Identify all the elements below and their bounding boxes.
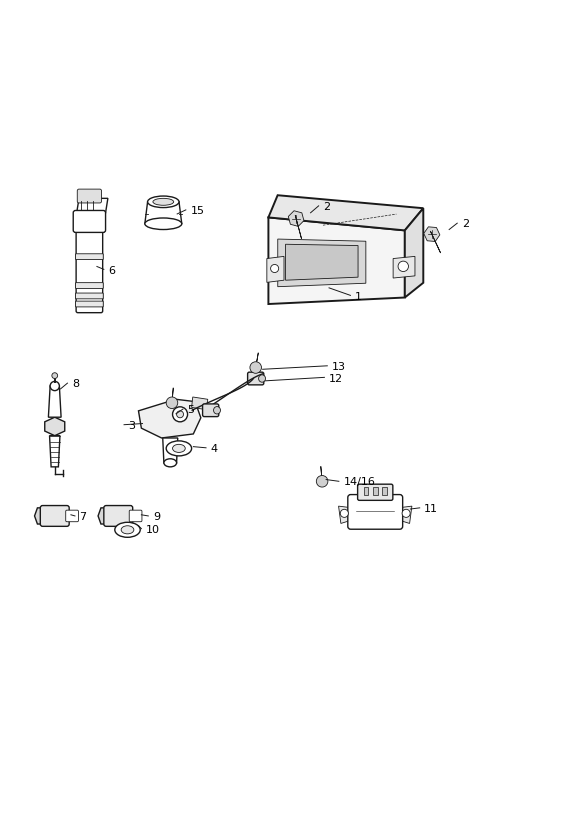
Polygon shape: [192, 397, 208, 410]
Polygon shape: [98, 508, 106, 524]
Text: 4: 4: [210, 444, 218, 454]
Bar: [364, 487, 368, 495]
FancyBboxPatch shape: [348, 494, 403, 529]
FancyBboxPatch shape: [129, 510, 142, 522]
FancyBboxPatch shape: [66, 510, 79, 522]
Polygon shape: [401, 506, 412, 523]
FancyBboxPatch shape: [76, 226, 103, 312]
Text: 7: 7: [79, 512, 87, 522]
Polygon shape: [255, 353, 258, 370]
Polygon shape: [48, 386, 61, 417]
FancyBboxPatch shape: [76, 293, 103, 299]
Text: 5: 5: [188, 405, 195, 415]
Polygon shape: [34, 508, 43, 524]
Text: 6: 6: [108, 265, 115, 275]
Polygon shape: [278, 239, 366, 287]
Polygon shape: [163, 438, 178, 463]
FancyBboxPatch shape: [40, 506, 69, 527]
Ellipse shape: [153, 199, 174, 205]
FancyBboxPatch shape: [357, 485, 393, 500]
Polygon shape: [430, 231, 441, 253]
Text: 10: 10: [146, 525, 160, 535]
Text: 11: 11: [424, 504, 438, 514]
Polygon shape: [321, 466, 322, 484]
Polygon shape: [339, 506, 350, 523]
Polygon shape: [145, 202, 182, 224]
Polygon shape: [267, 256, 284, 283]
Polygon shape: [286, 244, 358, 280]
Polygon shape: [393, 256, 415, 278]
Circle shape: [317, 475, 328, 487]
Circle shape: [50, 382, 59, 391]
Bar: [373, 487, 378, 495]
FancyBboxPatch shape: [76, 301, 103, 307]
Ellipse shape: [213, 406, 220, 414]
FancyBboxPatch shape: [202, 404, 219, 417]
Text: 9: 9: [153, 512, 160, 522]
Circle shape: [398, 261, 409, 272]
FancyBboxPatch shape: [104, 506, 133, 527]
Circle shape: [340, 509, 349, 517]
Text: 14/16: 14/16: [343, 477, 375, 488]
Polygon shape: [295, 215, 301, 239]
Circle shape: [166, 397, 178, 409]
Circle shape: [250, 362, 261, 373]
Polygon shape: [268, 195, 423, 231]
Text: 2: 2: [323, 202, 331, 212]
Polygon shape: [77, 199, 108, 213]
FancyBboxPatch shape: [78, 189, 101, 203]
Ellipse shape: [166, 441, 192, 456]
Text: 2: 2: [462, 219, 469, 229]
Polygon shape: [50, 436, 60, 467]
Polygon shape: [405, 208, 423, 297]
Text: 15: 15: [191, 206, 205, 216]
Polygon shape: [289, 211, 304, 227]
Polygon shape: [45, 417, 65, 436]
Polygon shape: [172, 388, 173, 405]
Polygon shape: [268, 218, 405, 304]
Ellipse shape: [259, 375, 265, 382]
FancyBboxPatch shape: [248, 372, 264, 385]
Bar: [382, 487, 387, 495]
Polygon shape: [424, 227, 440, 241]
Ellipse shape: [121, 526, 134, 534]
Ellipse shape: [164, 459, 177, 467]
Circle shape: [173, 407, 188, 422]
Ellipse shape: [115, 522, 140, 537]
Ellipse shape: [145, 218, 182, 230]
Text: 1: 1: [355, 292, 362, 302]
Ellipse shape: [147, 196, 179, 208]
Text: 13: 13: [332, 362, 346, 372]
Text: 8: 8: [72, 379, 79, 389]
Circle shape: [271, 265, 279, 273]
Ellipse shape: [173, 444, 185, 452]
FancyBboxPatch shape: [73, 210, 106, 232]
Text: 3: 3: [129, 421, 136, 431]
Circle shape: [402, 509, 410, 517]
FancyBboxPatch shape: [76, 254, 103, 260]
Polygon shape: [139, 400, 201, 438]
FancyBboxPatch shape: [76, 283, 103, 288]
Circle shape: [52, 372, 58, 378]
Circle shape: [177, 411, 184, 418]
Text: 12: 12: [329, 373, 343, 383]
